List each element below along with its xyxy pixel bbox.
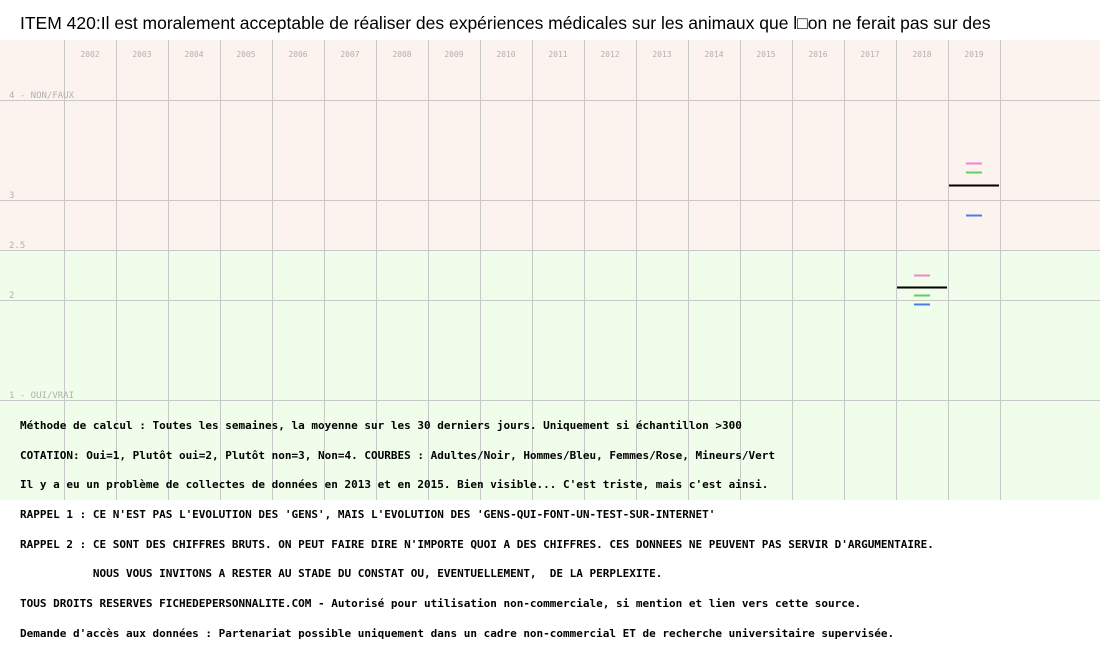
y-tick-label: 3: [9, 191, 14, 201]
background-zones: [0, 40, 1100, 500]
x-tick-label: 2008: [392, 50, 411, 59]
y-tick-labels: 4 - NON/FAUX 3 2.5 2 1 - OUI/VRAI: [9, 91, 75, 401]
x-tick-labels: 2002 2003 2004 2005 2006 2007 2008 2009 2010 2011…: [80, 50, 983, 59]
x-tick-label: 2005: [236, 50, 255, 59]
x-tick-label: 2011: [548, 50, 567, 59]
y-tick-label: 2: [9, 291, 14, 301]
x-tick-label: 2019: [964, 50, 983, 59]
note-line: RAPPEL 2 : CE SONT DES CHIFFRES BRUTS. O…: [20, 537, 934, 551]
note-line: Demande d'accès aux données : Partenaria…: [20, 626, 895, 640]
x-tick-label: 2003: [132, 50, 151, 59]
x-tick-label: 2012: [600, 50, 619, 59]
x-tick-label: 2010: [496, 50, 515, 59]
zone-oui: [0, 250, 1100, 500]
x-tick-label: 2018: [912, 50, 931, 59]
zone-non: [0, 40, 1100, 250]
note-line: Il y a eu un problème de collectes de do…: [20, 478, 769, 492]
y-tick-label: 2.5: [9, 241, 25, 251]
note-line: Méthode de calcul : Toutes les semaines,…: [20, 418, 742, 432]
note-line: NOUS VOUS INVITONS A RESTER AU STADE DU …: [20, 567, 663, 581]
x-tick-label: 2002: [80, 50, 99, 59]
series-marks: [897, 162, 999, 306]
x-tick-label: 2014: [704, 50, 723, 59]
chart: 2002 2003 2004 2005 2006 2007 2008 2009 2010 2011…: [0, 40, 1100, 500]
x-tick-label: 2009: [444, 50, 463, 59]
x-tick-label: 2017: [860, 50, 879, 59]
note-line: TOUS DROITS RESERVES FICHEDEPERSONNALITE…: [20, 597, 862, 611]
y-tick-label: 4 - NON/FAUX: [9, 91, 75, 101]
chart-title: ITEM 420:Il est moralement acceptable de…: [20, 13, 991, 33]
x-tick-label: 2006: [288, 50, 307, 59]
note-line: COTATION: Oui=1, Plutôt oui=2, Plutôt no…: [20, 448, 775, 462]
footnotes: Méthode de calcul : Toutes les semaines,…: [20, 401, 1100, 649]
y-tick-label: 1 - OUI/VRAI: [9, 391, 74, 401]
grid: [0, 40, 1100, 500]
note-line: RAPPEL 1 : CE N'EST PAS L'EVOLUTION DES …: [20, 507, 716, 521]
x-tick-label: 2013: [652, 50, 671, 59]
x-tick-label: 2016: [808, 50, 827, 59]
x-tick-label: 2004: [184, 50, 203, 59]
x-tick-label: 2015: [756, 50, 775, 59]
x-tick-label: 2007: [340, 50, 359, 59]
